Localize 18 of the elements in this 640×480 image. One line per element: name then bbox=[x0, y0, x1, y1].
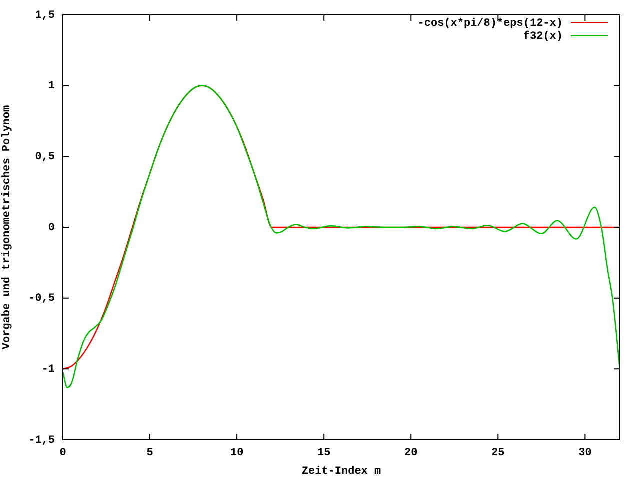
x-tick-label: 30 bbox=[578, 447, 592, 460]
y-tick-label: -1 bbox=[42, 364, 56, 376]
y-axis-title: Vorgabe und trigonometrisches Polynom bbox=[1, 104, 14, 350]
x-tick-label: 10 bbox=[230, 447, 244, 460]
legend-label: -cos(x*pi/8)*eps(12-x) bbox=[418, 18, 563, 30]
x-tick-label: 0 bbox=[60, 447, 66, 460]
y-tick-label: 0 bbox=[48, 222, 55, 234]
x-tick-label: 20 bbox=[404, 447, 418, 460]
y-tick-label: -0,5 bbox=[28, 293, 56, 306]
x-axis-title: Zeit-Index m bbox=[302, 466, 382, 478]
y-tick-label: -1,5 bbox=[28, 434, 56, 447]
legend-label: f32(x) bbox=[523, 30, 563, 43]
y-tick-label: 1 bbox=[48, 80, 56, 93]
y-tick-label: 1,5 bbox=[35, 10, 56, 22]
x-tick-label: 5 bbox=[146, 447, 154, 460]
y-tick-label: 0,5 bbox=[35, 151, 56, 164]
x-tick-label: 25 bbox=[492, 447, 506, 460]
x-tick-label: 15 bbox=[317, 447, 332, 460]
